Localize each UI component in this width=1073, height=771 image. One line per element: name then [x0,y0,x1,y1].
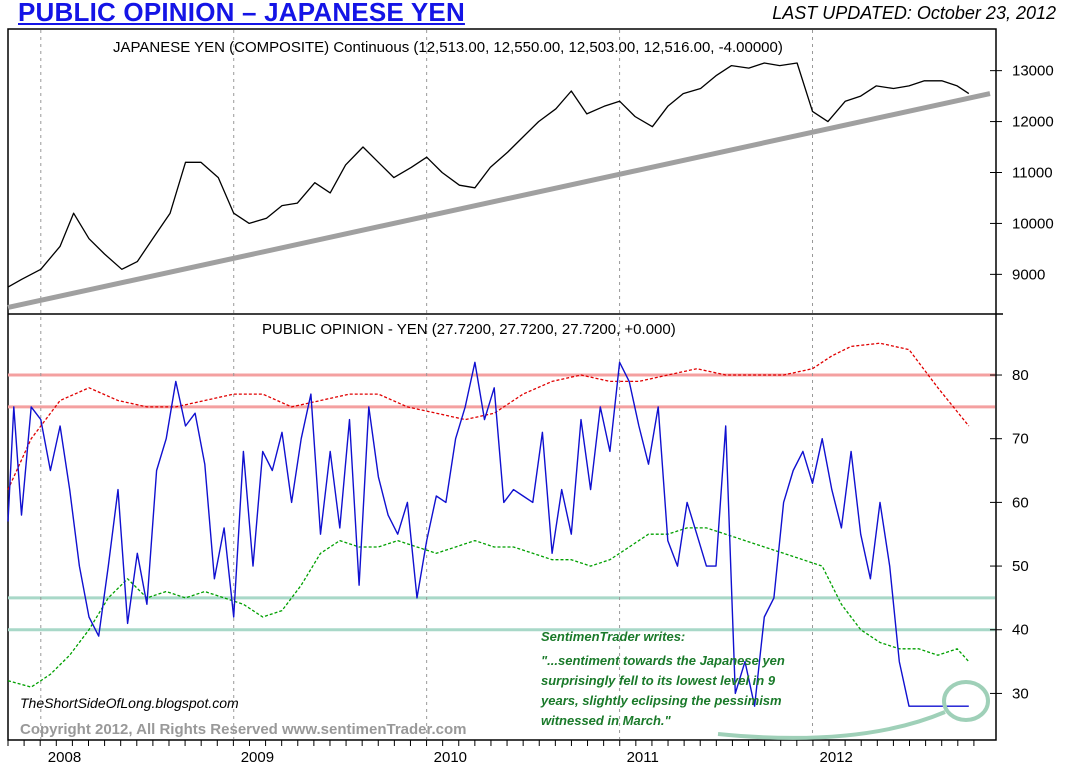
annotation-line-3: years, slightly eclipsing the pessimism [540,693,782,708]
sentiment-panel-caption: PUBLIC OPINION - YEN (27.7200, 27.7200, … [262,321,676,338]
copyright-watermark: Copyright 2012, All Rights Reserved www.… [20,721,467,738]
low-highlight-circle [942,680,990,722]
lower-band-line [7,527,970,688]
price-y-ticks: 13000 12000 11000 10000 9000 [990,63,1054,283]
price-trendline-layer [7,91,991,310]
sentiment-line [7,361,969,707]
price-y-tick-label-13000: 13000 [1012,63,1054,80]
x-tick-label-2009: 2009 [241,749,274,766]
upper-band-line [7,342,970,490]
yen-price-line [7,62,970,288]
x-axis: 2008 2009 2010 2011 2012 [7,739,996,766]
sentiment-y-ticks: 80 70 60 50 40 30 [990,367,1029,702]
last-updated-label: LAST UPDATED: October 23, 2012 [772,3,1056,23]
highlight-arrow [717,710,946,740]
year-gridlines [40,30,814,740]
annotation-line-4: witnessed in March." [541,713,672,728]
sentiment-y-tick-label-60: 60 [1012,494,1029,511]
sentiment-y-tick-label-40: 40 [1012,622,1029,639]
sentiment-y-tick-label-50: 50 [1012,558,1029,575]
price-y-tick-label-10000: 10000 [1012,215,1054,232]
annotation-line-1: "...sentiment towards the Japanese yen [541,653,785,668]
sentiment-y-tick-label-80: 80 [1012,367,1029,384]
x-tick-label-2011: 2011 [627,749,659,766]
annotation-line-2: surprisingly fell to its lowest level in… [541,673,776,688]
chart-frame [7,28,997,741]
blog-watermark: TheShortSideOfLong.blogspot.com [20,695,239,711]
price-trendline [7,91,991,310]
price-panel-caption: JAPANESE YEN (COMPOSITE) Continuous (12,… [113,39,783,56]
extreme-zones [8,373,995,632]
sentiment-bands-layer [7,342,970,688]
price-y-tick-label-11000: 11000 [1012,165,1053,182]
price-y-tick-label-12000: 12000 [1012,114,1054,131]
x-tick-label-2010: 2010 [434,749,467,766]
sentiment-y-tick-label-30: 30 [1012,685,1029,702]
x-tick-label-2012: 2012 [820,749,853,766]
price-line-layer [7,62,970,288]
price-y-tick-label-9000: 9000 [1012,266,1045,283]
page-title: PUBLIC OPINION – JAPANESE YEN [18,0,465,27]
x-tick-label-2008: 2008 [48,749,81,766]
sentiment-y-tick-label-70: 70 [1012,431,1029,448]
annotation-heading: SentimenTrader writes: [541,629,685,644]
sentiment-line-layer [7,361,969,707]
